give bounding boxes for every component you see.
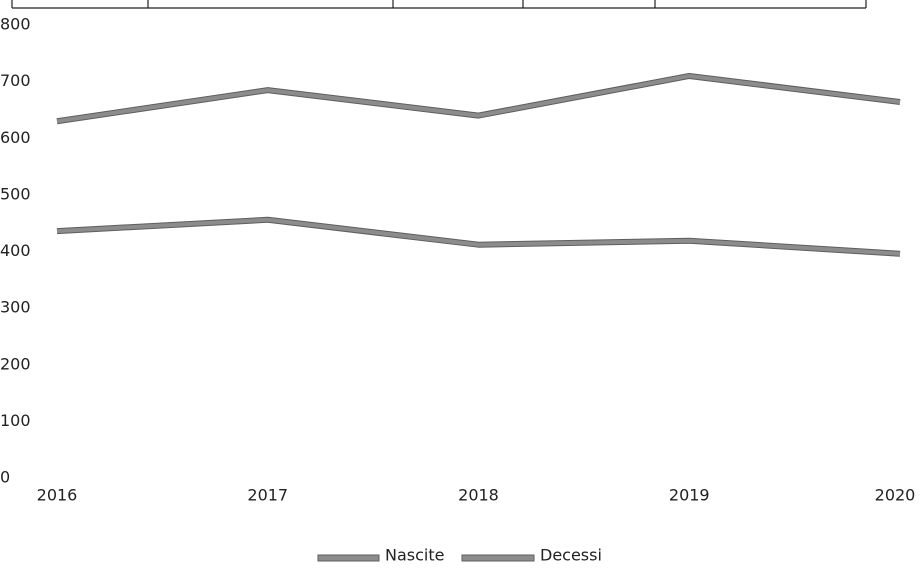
table-remnant — [11, 0, 867, 9]
y-tick-label: 300 — [0, 298, 31, 317]
legend-label: Nascite — [385, 546, 444, 565]
x-tick-label: 2016 — [37, 486, 78, 505]
legend-swatch — [461, 554, 535, 562]
y-tick-label: 400 — [0, 241, 31, 260]
legend-swatch — [317, 554, 380, 562]
y-tick-label: 800 — [0, 15, 31, 34]
y-tick-label: 600 — [0, 128, 31, 147]
y-tick-label: 700 — [0, 71, 31, 90]
x-tick-label: 2019 — [669, 486, 710, 505]
y-tick-label: 100 — [0, 411, 31, 430]
y-tick-label: 200 — [0, 354, 31, 373]
y-tick-label: 500 — [0, 184, 31, 203]
series-line — [56, 73, 901, 124]
legend-label: Decessi — [540, 546, 602, 565]
x-tick-label: 2018 — [458, 486, 499, 505]
y-tick-label: 0 — [0, 468, 10, 487]
series-line — [56, 217, 901, 256]
x-tick-label: 2017 — [247, 486, 288, 505]
x-tick-label: 2020 — [875, 486, 916, 505]
